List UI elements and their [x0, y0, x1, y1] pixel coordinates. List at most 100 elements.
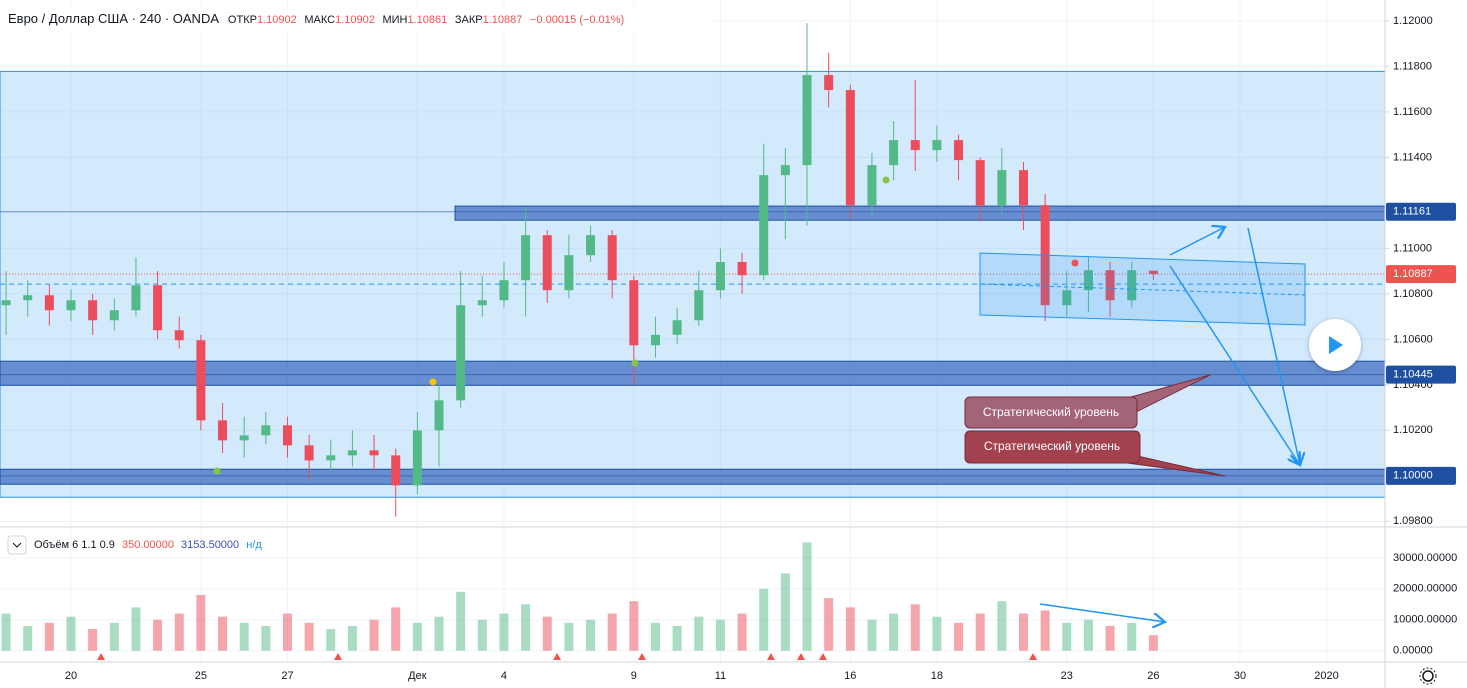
ohlc-label: МИН — [382, 14, 407, 26]
volume-bar — [391, 607, 401, 651]
candle-body — [564, 255, 574, 291]
volume-bar — [1, 613, 11, 651]
candle-body — [586, 235, 596, 256]
volume-bar — [369, 619, 379, 651]
y-tick-label: 1.11400 — [1393, 151, 1432, 163]
volume-bar — [282, 613, 292, 651]
y-tick-label: 1.10800 — [1393, 288, 1433, 300]
volume-na: н/д — [246, 539, 262, 551]
signals — [97, 653, 1037, 660]
volume-bar — [1040, 610, 1050, 651]
candle-body — [44, 295, 54, 311]
price-tag — [1386, 466, 1456, 485]
candle-body — [1148, 270, 1158, 275]
axes: 20 25 27 Дек 4 9 11 16 18 23 26 30 2020 1.09800 1.1020… — [65, 15, 1457, 682]
candle-body — [759, 175, 769, 276]
marker — [429, 378, 437, 386]
volume-bar — [867, 619, 877, 651]
settings-icon — [1419, 667, 1437, 685]
candle-body — [997, 170, 1007, 206]
x-tick-label: Дек — [408, 670, 427, 682]
candle-body — [456, 305, 466, 401]
candle-body — [66, 300, 76, 311]
ohlc-value: 1.10902 — [335, 14, 375, 26]
callout-text: Стратегический уровень — [983, 405, 1119, 419]
volume-bar — [326, 629, 336, 651]
arrow — [1039, 603, 1165, 622]
volume-bar — [434, 616, 444, 651]
candle-body — [672, 320, 682, 335]
candle-body — [499, 280, 509, 301]
channel-mid — [979, 283, 1306, 296]
collapse-button[interactable] — [7, 535, 27, 555]
candle-body — [391, 455, 401, 486]
candle-body — [218, 420, 228, 441]
volume-name: Объём 6 1.1 0.9 — [34, 539, 115, 551]
candle-body — [347, 450, 357, 456]
volume-bar — [304, 622, 314, 651]
x-tick-label: 26 — [1147, 670, 1159, 682]
ohlc-value: 1.10887 — [483, 14, 523, 26]
candle-body — [109, 310, 119, 321]
volume-tick-label: 0.00000 — [1393, 645, 1433, 657]
volume-bar — [1083, 619, 1093, 651]
volume-bar — [174, 613, 184, 651]
candle-body — [954, 140, 964, 161]
candle-body — [932, 140, 942, 151]
marker — [1071, 259, 1079, 267]
price-tag-label: 1.10000 — [1393, 470, 1433, 482]
price-tag-label: 1.10887 — [1393, 268, 1433, 280]
price-tag — [1386, 202, 1456, 221]
volume-bar — [261, 625, 271, 651]
volume-bar — [650, 622, 660, 651]
volume-bar — [694, 616, 704, 651]
volume-ma: 3153.50000 — [181, 539, 239, 551]
ohlc-label: ЗАКР — [455, 14, 483, 26]
arrow — [1169, 265, 1300, 465]
candle-body — [369, 450, 379, 456]
marker — [882, 176, 890, 184]
volume-bar — [66, 616, 76, 651]
y-tick-label: 1.10600 — [1393, 333, 1433, 345]
volume-bar — [542, 616, 552, 651]
candle-body — [1, 300, 11, 306]
y-tick-label: 1.11800 — [1393, 60, 1432, 72]
volume-bar — [109, 622, 119, 651]
y-tick-label: 1.10200 — [1393, 424, 1433, 436]
volume — [1, 542, 1158, 651]
header: Евро / Доллар США · 240 · OANDA ОТКР1.10… — [8, 11, 624, 26]
volume-bar — [88, 629, 98, 651]
x-tick-label: 4 — [501, 670, 507, 682]
candle-body — [174, 330, 184, 341]
y-tick-label: 1.11600 — [1393, 106, 1432, 118]
candle-body — [23, 295, 33, 301]
callout — [964, 396, 1138, 429]
volume-bar — [889, 613, 899, 651]
volume-tick-label: 10000.00000 — [1393, 614, 1457, 626]
candle-body — [1083, 270, 1093, 291]
volume-tick-label: 20000.00000 — [1393, 583, 1457, 595]
volume-bar — [607, 613, 617, 651]
settings-button[interactable] — [1422, 670, 1434, 682]
price-tag-label: 1.11161 — [1393, 206, 1431, 218]
callout-text: Стратегический уровень — [984, 439, 1120, 453]
grid — [0, 0, 1385, 662]
candle-body — [153, 285, 163, 331]
zones — [0, 70, 1385, 498]
candle-body — [304, 445, 314, 461]
arrow — [1247, 227, 1300, 465]
y-tick-label: 1.11000 — [1393, 242, 1432, 254]
x-tick-label: 27 — [281, 670, 293, 682]
candle-body — [802, 75, 812, 166]
volume-bar — [759, 588, 769, 651]
ohlc-label: МАКС — [304, 14, 335, 26]
volume-bar — [629, 601, 639, 651]
level-band — [0, 360, 1385, 386]
volume-bar — [910, 604, 920, 651]
candle-body — [780, 165, 790, 176]
ohlc-value: 1.10902 — [257, 14, 297, 26]
volume-bar — [347, 625, 357, 651]
candle-body — [715, 262, 725, 291]
level-band — [0, 468, 1385, 485]
